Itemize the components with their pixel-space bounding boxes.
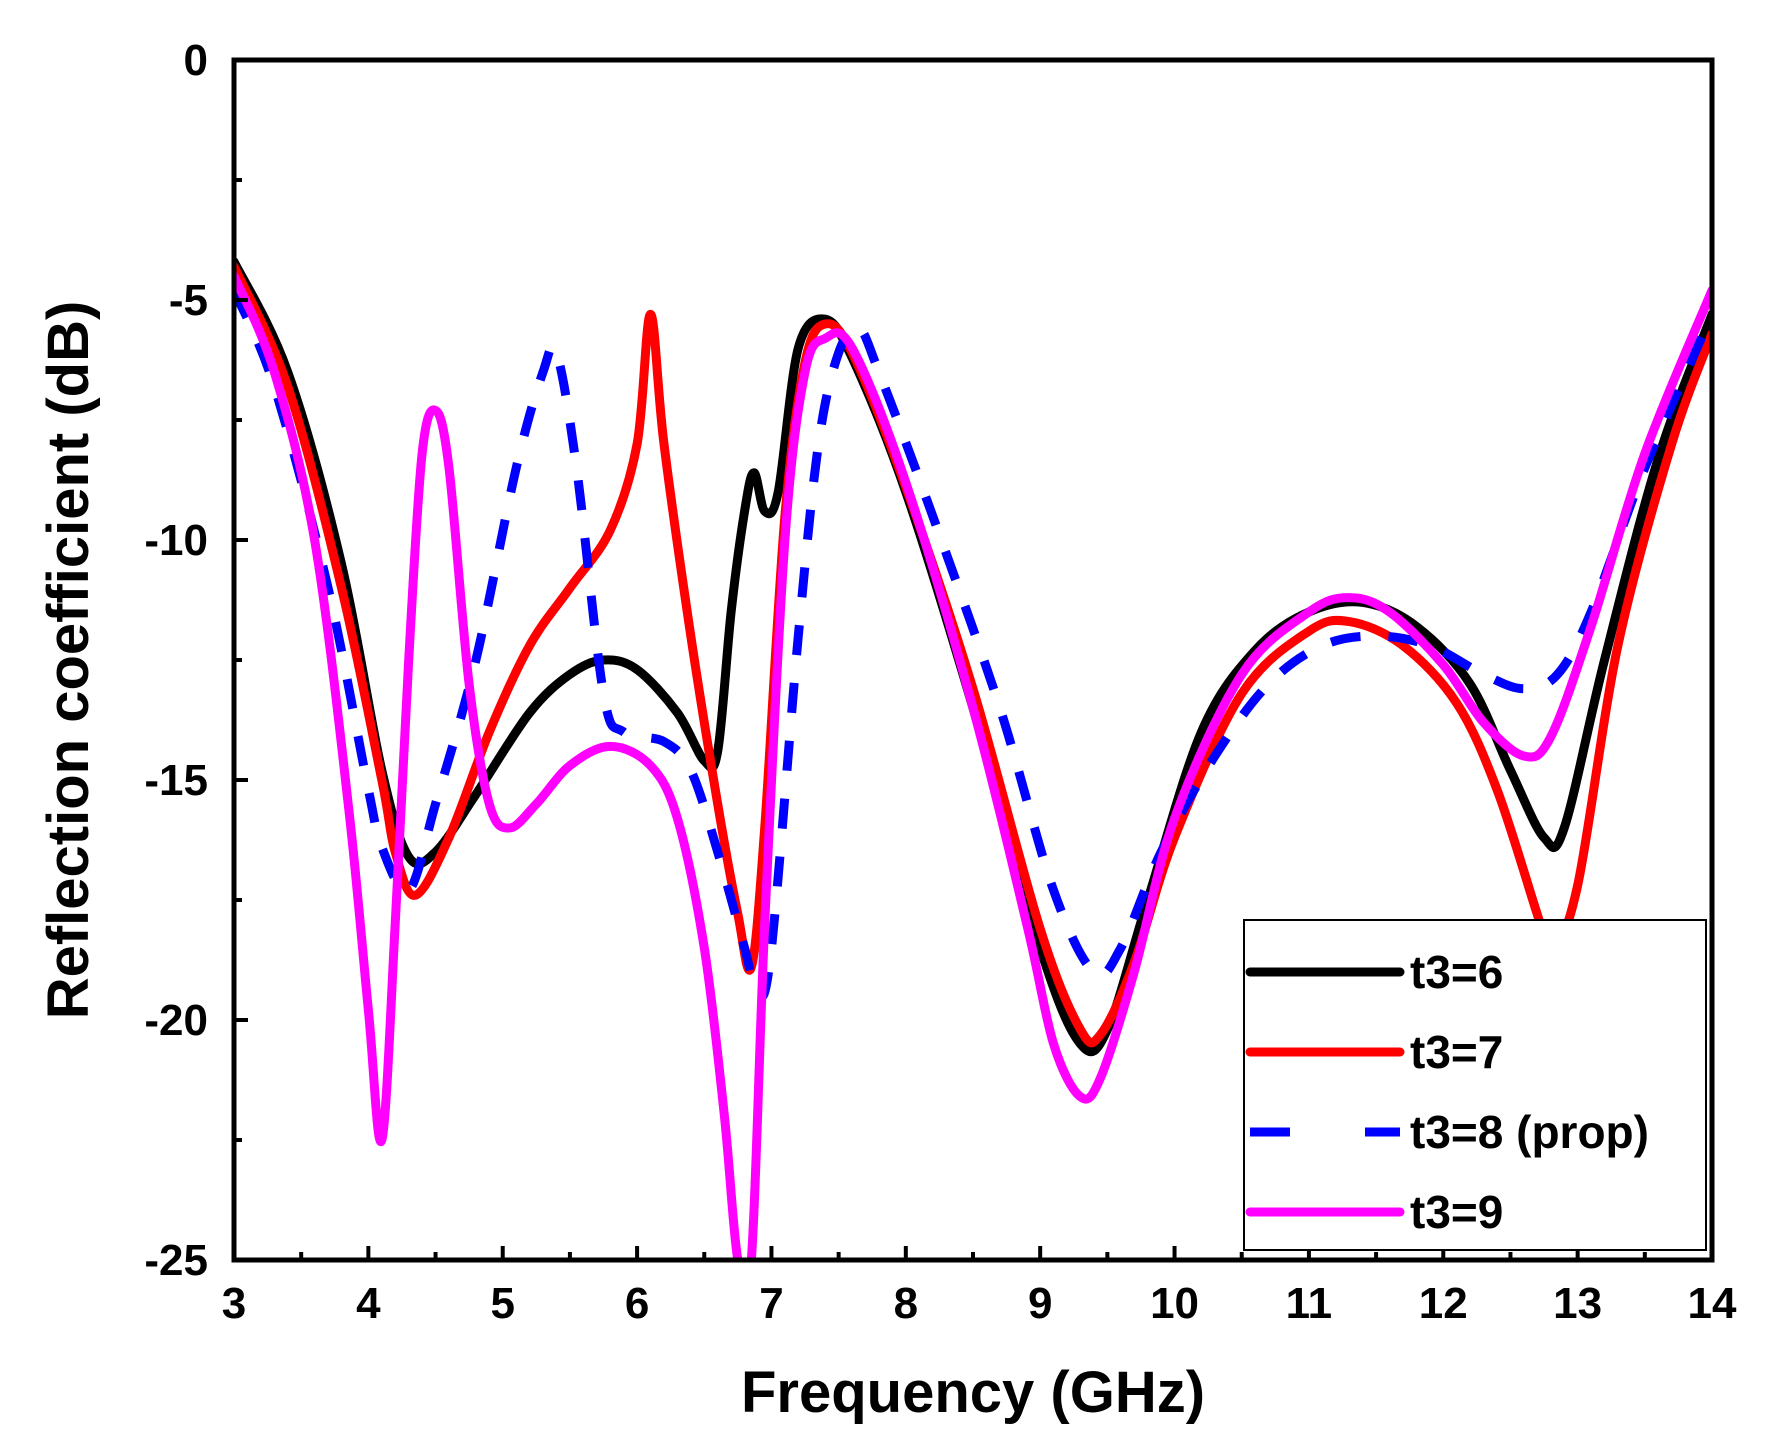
- series-line-4: [234, 271, 1712, 1260]
- x-tick-label: 7: [759, 1279, 783, 1328]
- x-axis-title: Frequency (GHz): [741, 1360, 1205, 1425]
- x-tick-label: 4: [356, 1279, 381, 1328]
- series-line-3: [234, 288, 1712, 1002]
- y-tick-label: -20: [144, 996, 208, 1045]
- tick-layer: 3 4 5 6 7 8 9 10 11 12 13 14 0 -5 -10 -15 -20 -25: [144, 36, 1737, 1328]
- legend-label-2: t3=7: [1410, 1026, 1503, 1078]
- x-tick-label: 11: [1286, 1279, 1333, 1328]
- x-tick-label: 13: [1553, 1279, 1602, 1328]
- legend-label-4: t3=9: [1410, 1186, 1503, 1238]
- legend-items: t3=6 t3=7 t3=8 (prop) t3=9: [1245, 946, 1649, 1238]
- y-tick-label: -15: [144, 756, 208, 805]
- legend: t3=6 t3=7 t3=8 (prop) t3=9: [1243, 919, 1707, 1251]
- y-tick-label: 0: [184, 36, 208, 85]
- y-axis-title: Reflection coefficient (dB): [36, 301, 101, 1020]
- x-tick-label: 12: [1419, 1279, 1468, 1328]
- x-tick-label: 5: [490, 1279, 514, 1328]
- y-tick-label: -5: [169, 276, 208, 325]
- legend-label-3: t3=8 (prop): [1410, 1106, 1649, 1158]
- x-tick-label: 10: [1150, 1279, 1199, 1328]
- x-tick-label: 3: [222, 1279, 246, 1328]
- x-tick-label: 6: [625, 1279, 649, 1328]
- x-tick-label: 9: [1028, 1279, 1052, 1328]
- series-layer: [234, 257, 1712, 1260]
- x-tick-label: 14: [1688, 1279, 1737, 1328]
- y-tick-label: -10: [144, 516, 208, 565]
- x-tick-label: 8: [894, 1279, 918, 1328]
- legend-label-1: t3=6: [1410, 946, 1503, 998]
- y-tick-label: -25: [144, 1236, 208, 1285]
